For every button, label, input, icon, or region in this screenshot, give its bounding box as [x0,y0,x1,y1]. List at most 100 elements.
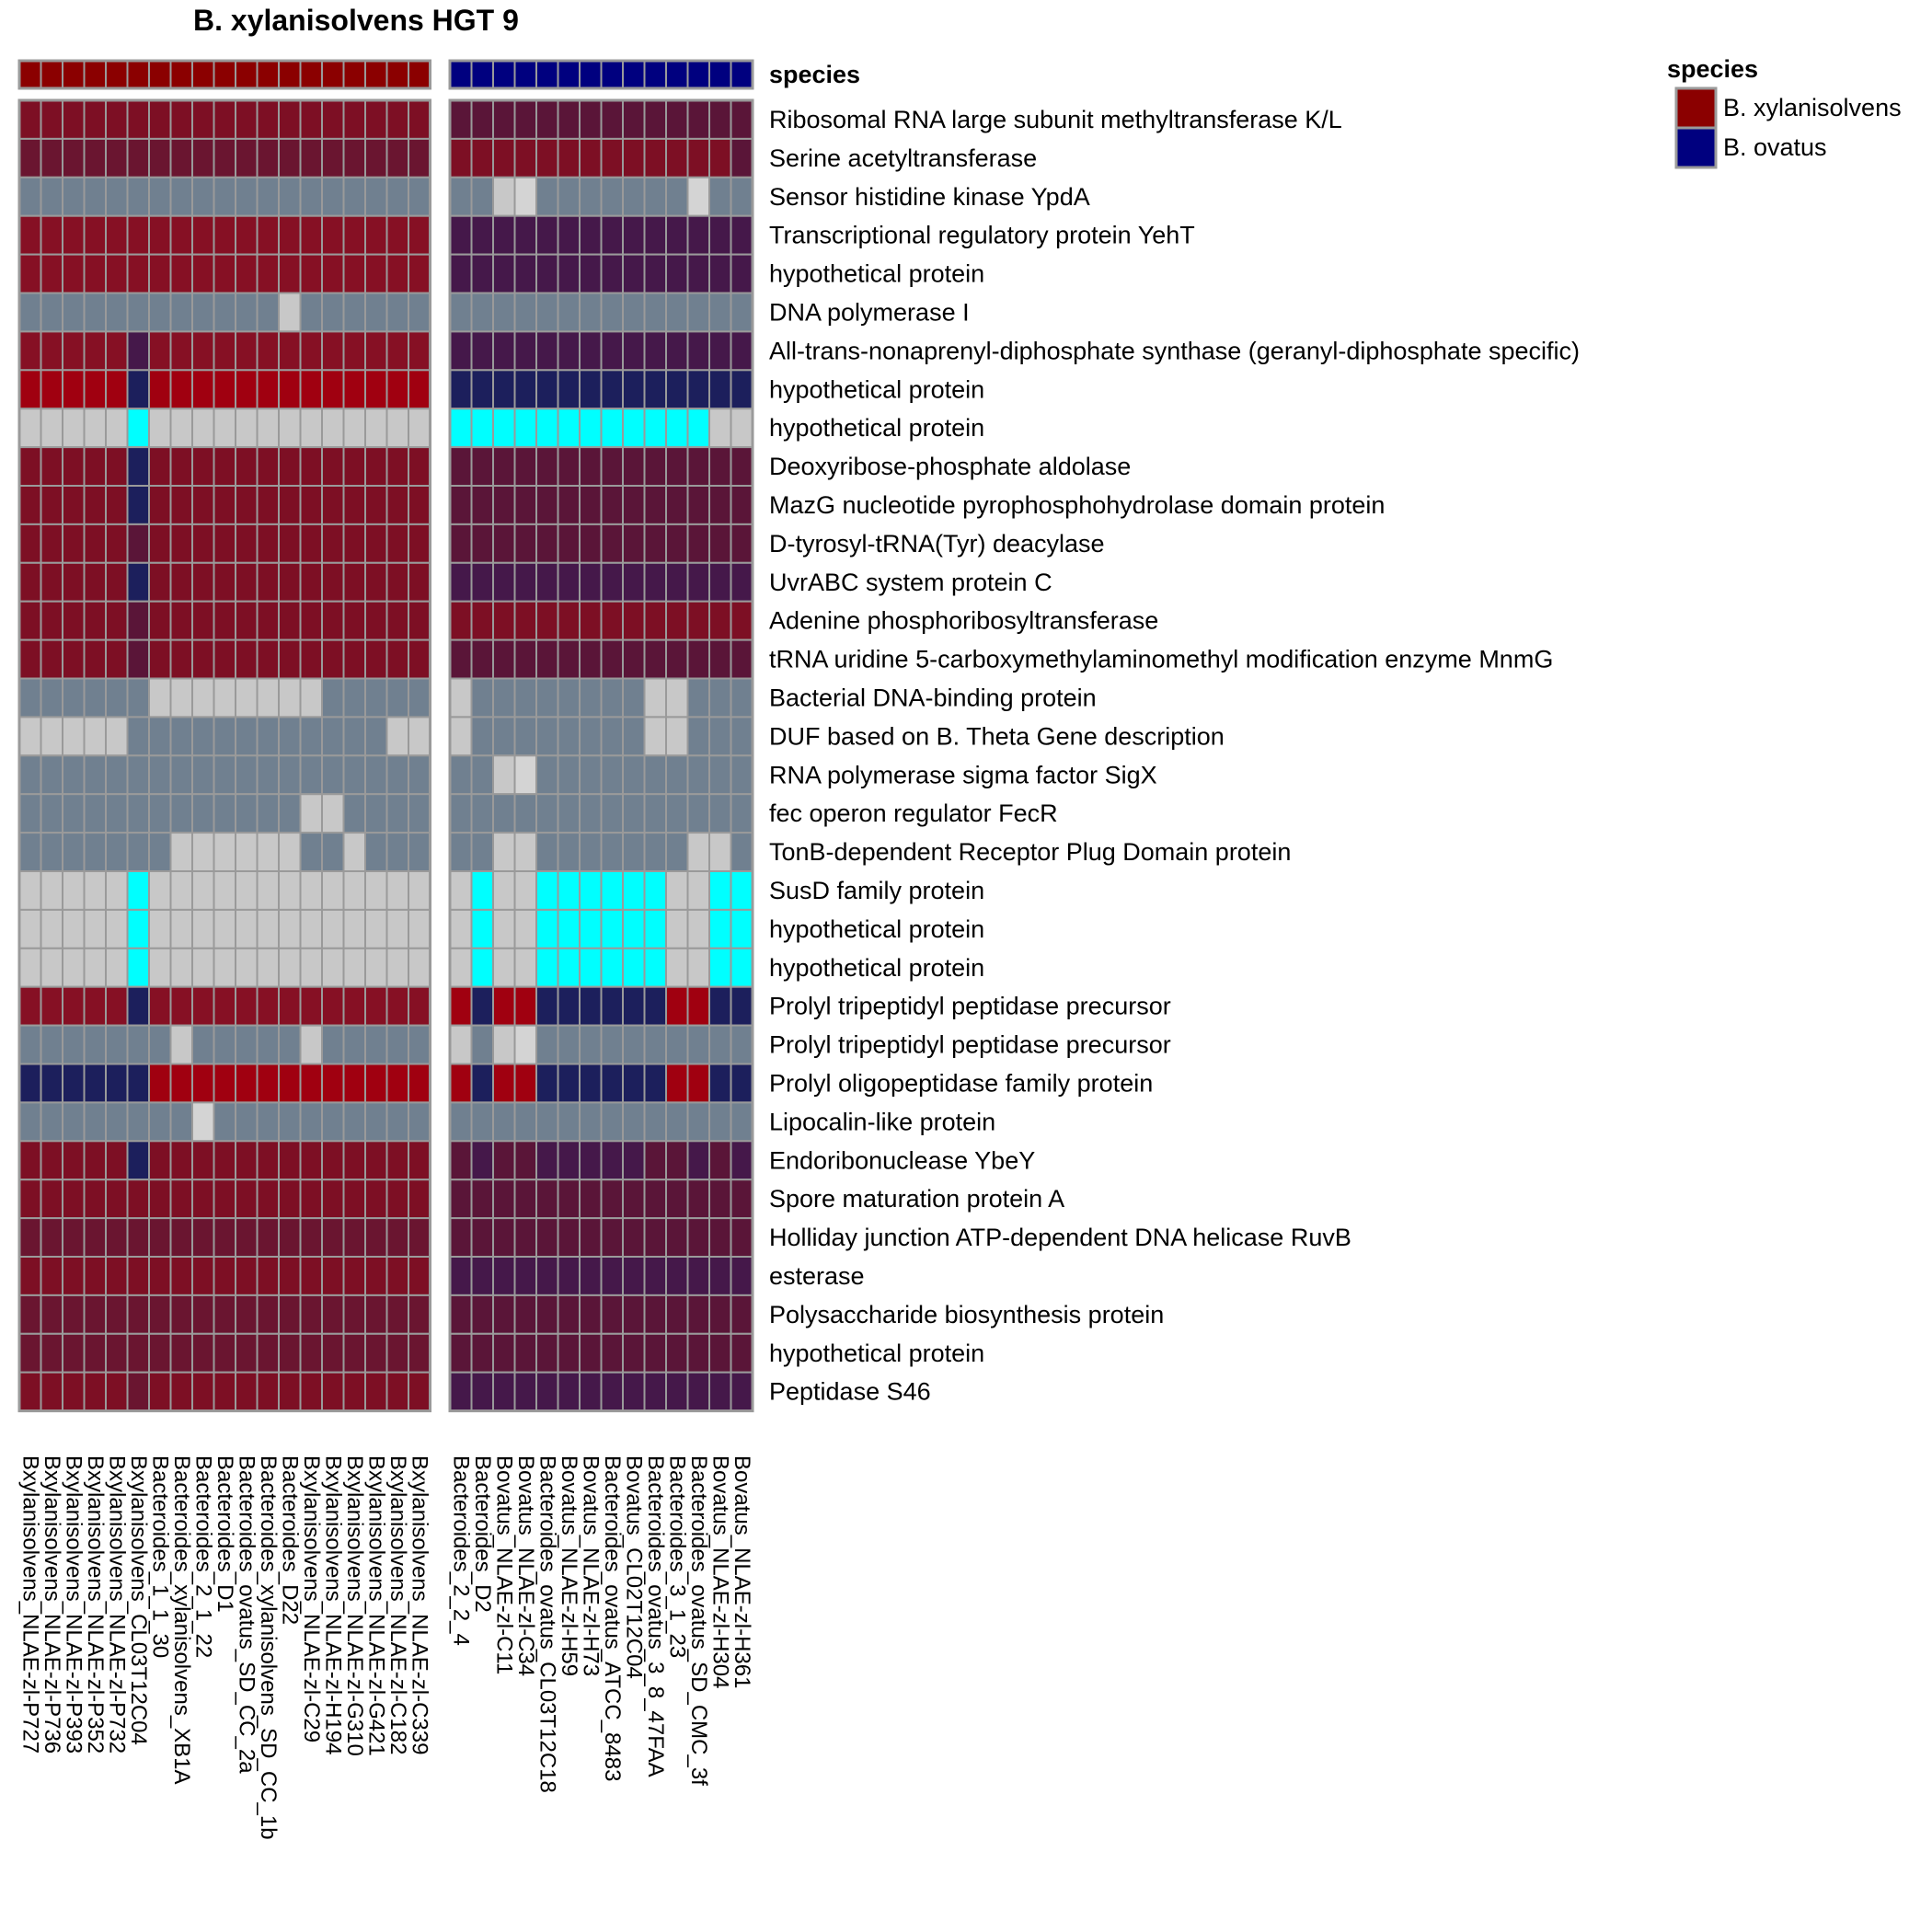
heatmap-cell [449,870,473,911]
heatmap-cell [665,446,689,488]
row-label: Prolyl oligopeptidase family protein [769,1069,1153,1097]
heatmap-cell [18,1371,42,1412]
heatmap-cell [408,677,431,719]
heatmap-cell [686,716,710,757]
heatmap-cell [40,677,63,719]
species-annotation-cell [18,60,42,89]
heatmap-cell [622,214,646,256]
heatmap-cell [600,561,624,603]
heatmap-cell [385,214,409,256]
heatmap-cell [235,793,259,834]
heatmap-cell [600,99,624,140]
species-annotation-cell [321,60,345,89]
heatmap-cell [40,638,63,680]
heatmap-cell [169,1256,193,1296]
heatmap-cell [18,137,42,178]
heatmap-cell [235,99,259,140]
heatmap-cell [686,1140,710,1181]
heatmap-cell [62,1101,86,1143]
heatmap-cell [470,1024,494,1065]
heatmap-cell [622,1256,646,1296]
heatmap-cell [535,793,559,834]
heatmap-cell [579,561,603,603]
row-label: fec operon regulator FecR [769,799,1058,827]
heatmap-cell [385,176,409,217]
heatmap-cell [62,1179,86,1220]
heatmap-cell [708,1063,732,1104]
heatmap-cell [643,330,667,372]
heatmap-cell [321,292,345,333]
heatmap-cell [708,253,732,294]
heatmap-cell [321,214,345,256]
heatmap-cell [342,1294,366,1335]
heatmap-cell [492,1332,516,1374]
heatmap-cell [18,832,42,872]
row-label: Serine acetyltransferase [769,144,1037,172]
heatmap-cell [665,600,689,641]
heatmap-cell [148,754,172,796]
heatmap-cell [321,176,345,217]
heatmap-cell [278,253,302,294]
heatmap-cell [299,1140,323,1181]
heatmap-cell [449,1217,473,1258]
heatmap-cell [470,1332,494,1374]
heatmap-cell [557,99,581,140]
heatmap-cell [643,292,667,333]
heatmap-cell [126,1371,150,1412]
heatmap-cell [83,793,107,834]
legend-label: B. xylanisolvens [1723,94,1902,121]
heatmap-cell [579,99,603,140]
species-annotation-cell [169,60,193,89]
heatmap-cell [686,1294,710,1335]
species-annotation-cell [40,60,63,89]
heatmap-cell [470,1294,494,1335]
heatmap-cell [408,561,431,603]
heatmap-cell [169,523,193,564]
column-label: Bacteroides_xylanisolvens_XB1A [169,1455,194,1785]
heatmap-cell [126,99,150,140]
heatmap-cell [83,754,107,796]
heatmap-cell [470,1101,494,1143]
heatmap-cell [105,214,129,256]
heatmap-cell [321,1256,345,1296]
heatmap-cell [730,677,753,719]
heatmap-cell [62,1256,86,1296]
heatmap-cell [557,1256,581,1296]
heatmap-cell [557,1024,581,1065]
heatmap-cell [256,985,280,1027]
column-label: Bovatus_CL02T12C04 [621,1455,646,1679]
species-annotation-cell [299,60,323,89]
heatmap-cell [408,1101,431,1143]
heatmap-cell [385,638,409,680]
heatmap-cell [213,1256,236,1296]
column-label: Bovatus_NLAE-zl-C34 [513,1455,538,1676]
row-label: hypothetical protein [769,915,984,943]
heatmap-cell [83,561,107,603]
heatmap-cell [730,408,753,449]
heatmap-cell [385,716,409,757]
heatmap-cell [83,1063,107,1104]
heatmap-cell [600,253,624,294]
heatmap-cell [235,638,259,680]
heatmap-cell [686,754,710,796]
heatmap-cell [278,1256,302,1296]
heatmap-cell [492,485,516,525]
heatmap-cell [126,1101,150,1143]
heatmap-cell [622,716,646,757]
heatmap-cell [256,446,280,488]
heatmap-cell [342,99,366,140]
heatmap-cell [364,485,388,525]
heatmap-cell [449,292,473,333]
heatmap-cell [169,754,193,796]
heatmap-cell [622,1217,646,1258]
heatmap-cell [364,677,388,719]
heatmap-cell [191,369,215,410]
heatmap-cell [83,600,107,641]
heatmap-cell [643,446,667,488]
heatmap-cell [321,832,345,872]
heatmap-cell [492,716,516,757]
heatmap-cell [299,408,323,449]
heatmap-cell [364,1179,388,1220]
heatmap-cell [191,754,215,796]
heatmap-cell [278,369,302,410]
